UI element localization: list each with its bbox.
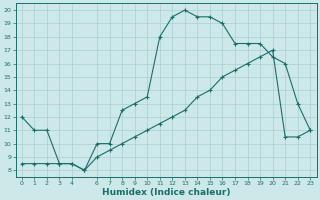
X-axis label: Humidex (Indice chaleur): Humidex (Indice chaleur)	[102, 188, 230, 197]
